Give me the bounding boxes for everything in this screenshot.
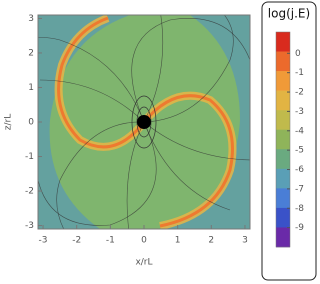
colorbar-band	[276, 71, 290, 91]
y-tick-label: -1	[25, 152, 34, 162]
colorbar-tick-label: -7	[295, 184, 304, 194]
x-tick-label: -3	[39, 236, 48, 246]
x-tick-label: 3	[242, 236, 248, 246]
x-tick-label: 1	[175, 236, 181, 246]
colorbar-band	[276, 227, 290, 248]
y-axis-label: z/rL	[4, 114, 14, 130]
x-axis-label: x/rL	[135, 258, 152, 268]
y-tick-label: -3	[25, 221, 34, 231]
colorbar-tick-label: -9	[295, 223, 304, 233]
colorbar-tick-label: -8	[295, 204, 304, 214]
colorbar-frame	[275, 31, 291, 248]
x-tick-label: 2	[208, 236, 214, 246]
colorbar-tick-label: -4	[295, 126, 304, 136]
y-tick-label: -2	[25, 187, 34, 197]
y-tick-label: 3	[28, 14, 34, 24]
colorbar-tick-label: -2	[295, 88, 304, 98]
x-tick-label: -2	[72, 236, 81, 246]
colorbar-tick-label: -3	[295, 107, 304, 117]
colorbar-tick-label: -6	[295, 165, 304, 175]
x-tick-label: 0	[141, 236, 147, 246]
colorbar-title: log(j.E)	[268, 7, 310, 21]
colorbar-band	[276, 90, 290, 111]
colorbar-tick-label: 0	[295, 49, 301, 59]
colorbar-band	[276, 129, 290, 150]
heatmap	[38, 15, 250, 229]
y-tick-label: 1	[28, 83, 34, 93]
colorbar-band	[276, 32, 290, 52]
colorbar-band	[276, 149, 290, 170]
y-tick-label: 2	[28, 48, 34, 58]
y-tick-label: 0	[28, 118, 34, 128]
x-tick-label: -1	[106, 236, 115, 246]
colorbar-band	[276, 168, 290, 189]
colorbar-tick-label: -1	[295, 68, 304, 78]
colorbar-tick-label: -5	[295, 146, 304, 156]
colorbar-band	[276, 110, 290, 131]
colorbar-band	[276, 207, 290, 228]
colorbar-band	[276, 188, 290, 209]
colorbar-band	[276, 51, 290, 72]
